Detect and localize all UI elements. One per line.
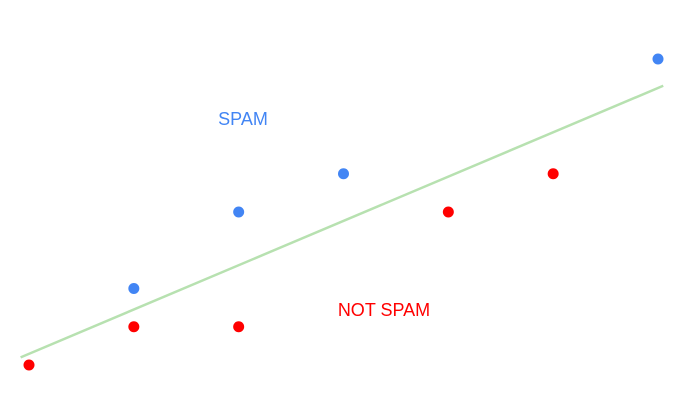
not-spam-point-1 [128,321,140,333]
decision-boundary-line [20,84,664,359]
not-spam-point-0 [23,359,35,371]
spam-point-0 [128,283,140,294]
not-spam-point-2 [233,321,245,333]
not-spam-point-4 [547,168,559,180]
spam-point-2 [338,168,349,180]
not-spam-point-3 [442,206,454,218]
spam-point-1 [233,206,245,218]
data-points-layer [23,53,664,371]
decision-boundary-layer [20,84,664,359]
not-spam-region-label: NOT SPAM [338,300,430,320]
spam-point-3 [652,53,664,65]
spam-region-label: SPAM [218,109,268,129]
